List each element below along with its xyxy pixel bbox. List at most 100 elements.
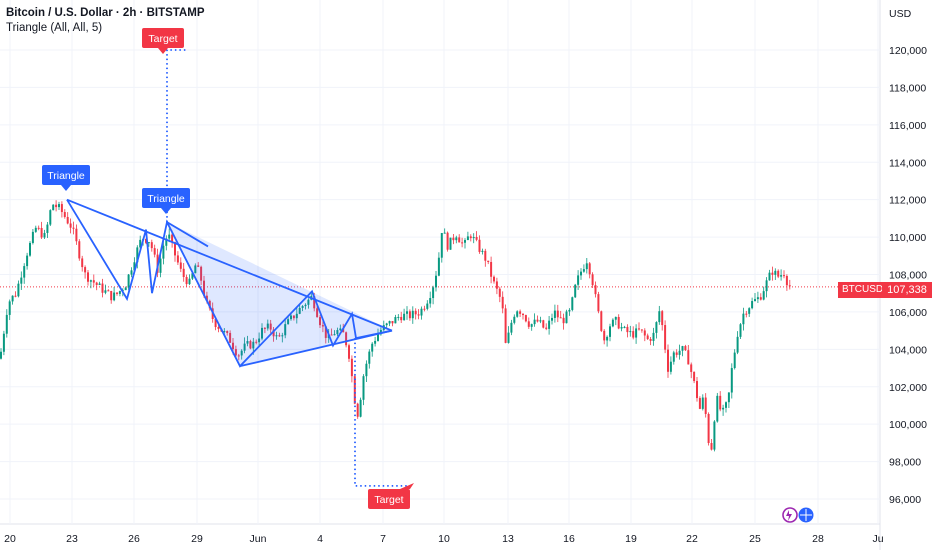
candle-body — [81, 258, 84, 268]
candle-body — [203, 280, 205, 296]
candle-body — [324, 326, 327, 338]
candle-body — [574, 284, 577, 298]
x-tick-label: 22 — [686, 533, 698, 545]
y-tick-label: 116,000 — [889, 120, 926, 132]
candle-body — [92, 280, 95, 283]
candle-body — [362, 376, 365, 400]
candle-body — [29, 242, 31, 256]
candle-body — [725, 402, 727, 408]
candle-body — [701, 397, 704, 409]
candle-body — [742, 313, 745, 325]
candle-body — [429, 298, 432, 304]
symbol-title[interactable]: Bitcoin / U.S. Dollar · 2h · BITSTAMP — [6, 7, 205, 19]
candle-body — [217, 327, 220, 329]
zigzag-line — [66, 199, 393, 368]
candle-body — [124, 287, 127, 291]
candle-body — [548, 320, 551, 329]
target-label-up-text: Target — [148, 33, 177, 45]
x-tick-label: 16 — [563, 533, 575, 545]
candle-body — [713, 421, 716, 450]
candle-body — [464, 240, 466, 243]
candle-body — [307, 299, 310, 305]
candle-body — [661, 311, 664, 326]
candle-body — [629, 331, 632, 333]
candle-body — [153, 248, 156, 255]
candle-body — [278, 335, 281, 337]
candle-body — [66, 216, 69, 224]
candle-body — [58, 204, 60, 208]
candle-body — [232, 342, 234, 350]
target-label-down-box — [368, 489, 410, 509]
candle-body — [765, 280, 768, 292]
candle-body — [667, 349, 669, 372]
y-tick-label: 108,000 — [889, 270, 927, 282]
chart-header: Bitcoin / U.S. Dollar · 2h · BITSTAMP Tr… — [6, 6, 205, 36]
candle-body — [145, 238, 147, 243]
candle-body — [365, 363, 368, 377]
indicator-title[interactable]: Triangle (All, All, 5) — [6, 22, 103, 34]
time-axis[interactable]: 20 23 26 29 Jun 4 7 10 13 16 19 22 25 28 Ju — [4, 533, 884, 545]
candle-body — [333, 334, 336, 336]
symbol-price-tag: BTCUSD — [838, 282, 888, 298]
candle-body — [591, 274, 594, 286]
x-tick-label: Jun — [250, 533, 267, 545]
candle-body — [594, 285, 597, 295]
candle-body — [75, 228, 78, 242]
candle-body — [646, 335, 649, 339]
candle-body — [643, 330, 646, 336]
candle-body — [722, 407, 725, 410]
candle-body — [687, 350, 690, 365]
candle-body — [107, 290, 110, 292]
candle-body — [49, 210, 52, 225]
candle-body — [359, 399, 362, 417]
candle-body — [759, 297, 762, 300]
candle-body — [95, 282, 98, 286]
candle-body — [116, 292, 118, 294]
candle-body — [707, 413, 710, 444]
x-tick-label: 25 — [749, 533, 761, 545]
candle-body — [14, 295, 17, 297]
y-tick-label: 96,000 — [889, 494, 921, 506]
candle-body — [698, 398, 701, 409]
candle-body — [519, 311, 522, 314]
candle-body — [72, 227, 75, 229]
candle-body — [533, 319, 536, 325]
candle-body — [165, 238, 168, 246]
candle-body — [287, 319, 290, 325]
candle-body — [162, 245, 165, 259]
candle-body — [710, 443, 713, 450]
candle-body — [632, 331, 635, 338]
candle-body — [730, 368, 733, 393]
x-tick-label: Ju — [872, 533, 883, 545]
candle-body — [127, 274, 130, 288]
candle-body — [171, 234, 174, 243]
candle-body — [762, 291, 765, 300]
candle-body — [522, 313, 524, 316]
candle-body — [261, 327, 263, 339]
y-tick-label: 100,000 — [889, 419, 927, 431]
x-tick-label: 23 — [66, 533, 78, 545]
candle-body — [385, 323, 388, 326]
last-price-tag: 107,338 — [882, 282, 932, 298]
candle-body — [751, 301, 754, 309]
candle-body — [484, 250, 487, 261]
candle-body — [37, 227, 40, 229]
candle-body — [249, 341, 252, 349]
candle-body — [516, 311, 519, 317]
candle-body — [768, 272, 771, 281]
candle-body — [391, 321, 394, 324]
candle-body — [113, 292, 116, 301]
candle-body — [785, 275, 788, 286]
candle-body — [281, 335, 284, 337]
candle-body — [197, 265, 200, 267]
y-tick-label: 112,000 — [889, 195, 926, 207]
candle-body — [754, 299, 756, 302]
candle-body — [84, 267, 87, 273]
candle-body — [313, 296, 316, 309]
candle-body — [513, 316, 516, 323]
y-tick-label: 120,000 — [889, 45, 927, 57]
price-axis[interactable]: 96,000 98,000 100,000 102,000 104,000 106,000… — [889, 45, 927, 506]
candle-body — [756, 297, 759, 300]
currency-label[interactable]: USD — [889, 8, 912, 20]
